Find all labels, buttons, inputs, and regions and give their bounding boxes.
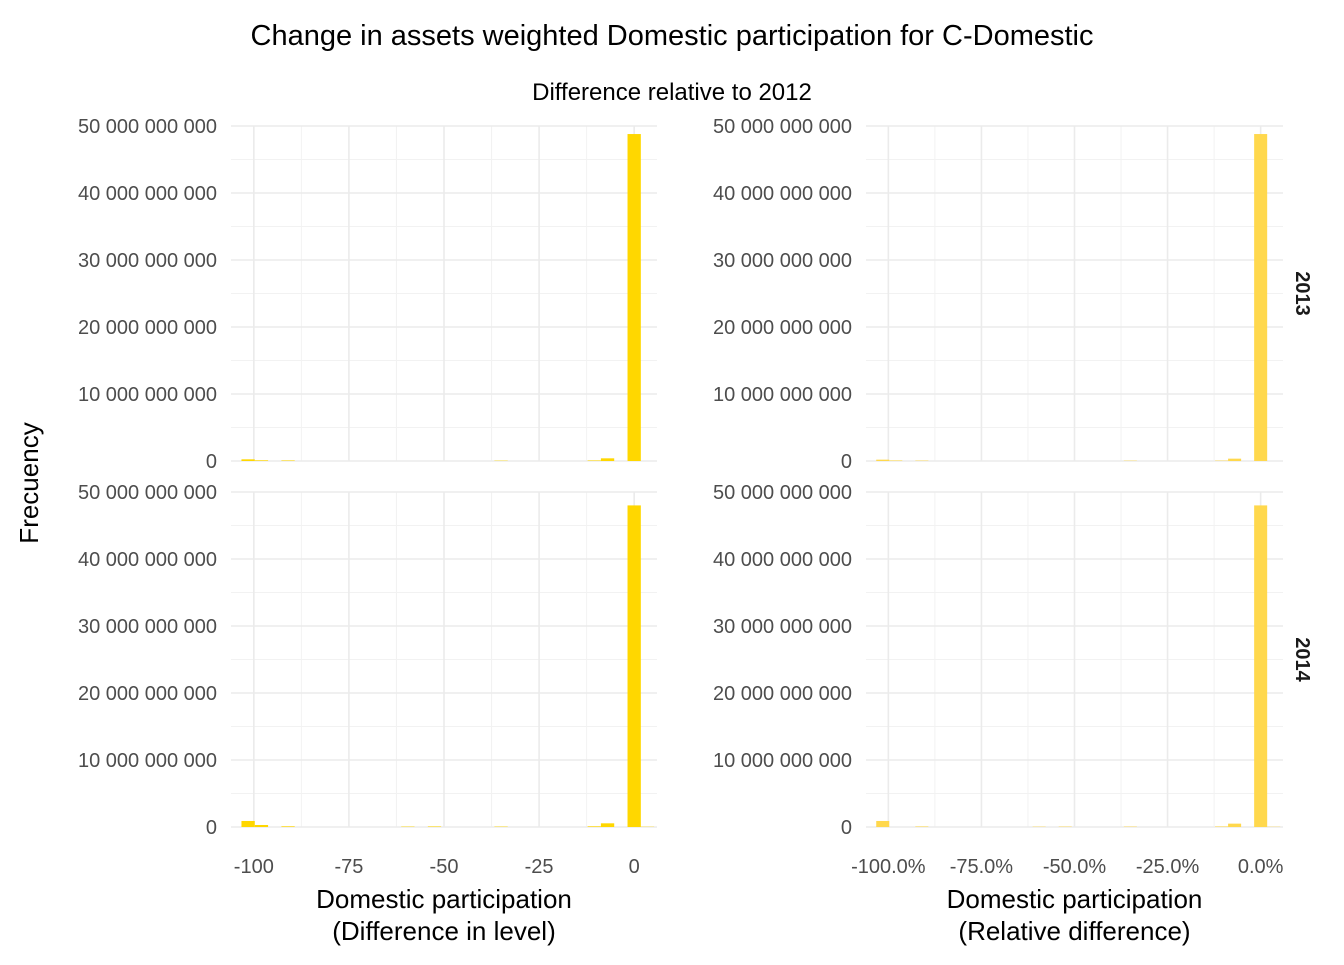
histogram-bar [1228,459,1241,461]
y-tick-label: 0 [841,451,852,473]
y-tick-label: 30 000 000 000 [713,616,852,638]
histogram-bar [601,458,614,461]
histogram-bar [628,505,641,827]
histogram-bar [588,460,601,461]
histogram-bar [601,823,614,827]
x-tick-label: -25 [525,856,554,878]
y-tick-label: 30 000 000 000 [78,250,217,272]
histogram-bar [241,459,254,461]
histogram-bar [281,826,294,827]
x-tick-label: -25.0% [1136,856,1200,878]
histogram-bar [889,460,902,461]
x-tick-label: -75 [334,856,363,878]
histogram-bar [876,821,889,827]
y-tick-label: 10 000 000 000 [713,750,852,772]
histogram-bar [1254,505,1267,827]
y-tick-label: 10 000 000 000 [713,384,852,406]
x-axis-subtitle: (Difference in level) [332,916,556,946]
histogram-bar [255,460,268,461]
x-tick-label: 0.0% [1238,856,1284,878]
y-tick-label: 30 000 000 000 [78,616,217,638]
y-tick-label: 50 000 000 000 [713,482,852,504]
facet-strip-label: 2014 [1291,637,1313,682]
histogram-bar [915,826,928,827]
chart-title: Change in assets weighted Domestic parti… [251,20,1094,52]
x-tick-label: -100 [234,856,274,878]
y-tick-label: 40 000 000 000 [78,183,217,205]
y-tick-label: 50 000 000 000 [713,116,852,138]
y-tick-label: 20 000 000 000 [78,683,217,705]
histogram-bar [241,821,254,827]
y-tick-label: 0 [206,451,217,473]
y-tick-label: 40 000 000 000 [713,549,852,571]
histogram-bar [1228,824,1241,827]
histogram-bar [428,826,441,827]
x-tick-label: -75.0% [950,856,1014,878]
x-tick-label: 0 [629,856,640,878]
y-tick-label: 20 000 000 000 [713,683,852,705]
y-tick-label: 10 000 000 000 [78,750,217,772]
x-tick-label: -100.0% [851,856,926,878]
chart-subtitle: Difference relative to 2012 [532,79,812,106]
y-tick-label: 0 [206,817,217,839]
y-tick-label: 0 [841,817,852,839]
facet-strip-label: 2013 [1291,271,1313,316]
y-tick-label: 50 000 000 000 [78,116,217,138]
y-tick-label: 20 000 000 000 [713,317,852,339]
panels-group: 0 10 000 000 000 20 000 000 000 30 000 000 … [78,116,1313,946]
x-axis-subtitle: (Relative difference) [958,916,1190,946]
y-tick-label: 30 000 000 000 [713,250,852,272]
x-tick-label: -50 [430,856,459,878]
x-tick-label: -50.0% [1043,856,1107,878]
histogram-bar [281,460,294,461]
y-axis-title: Frecuency [14,422,44,543]
x-axis-title: Domestic participation [947,884,1203,914]
histogram-bar [628,134,641,461]
y-tick-label: 50 000 000 000 [78,482,217,504]
histogram-bar [255,825,268,827]
x-axis-title: Domestic participation [316,884,572,914]
y-tick-label: 40 000 000 000 [78,549,217,571]
histogram-bar [1215,826,1228,827]
y-tick-label: 40 000 000 000 [713,183,852,205]
histogram-bar [588,826,601,827]
histogram-bar [876,460,889,461]
histogram-bar [1254,134,1267,461]
y-tick-label: 20 000 000 000 [78,317,217,339]
y-tick-label: 10 000 000 000 [78,384,217,406]
